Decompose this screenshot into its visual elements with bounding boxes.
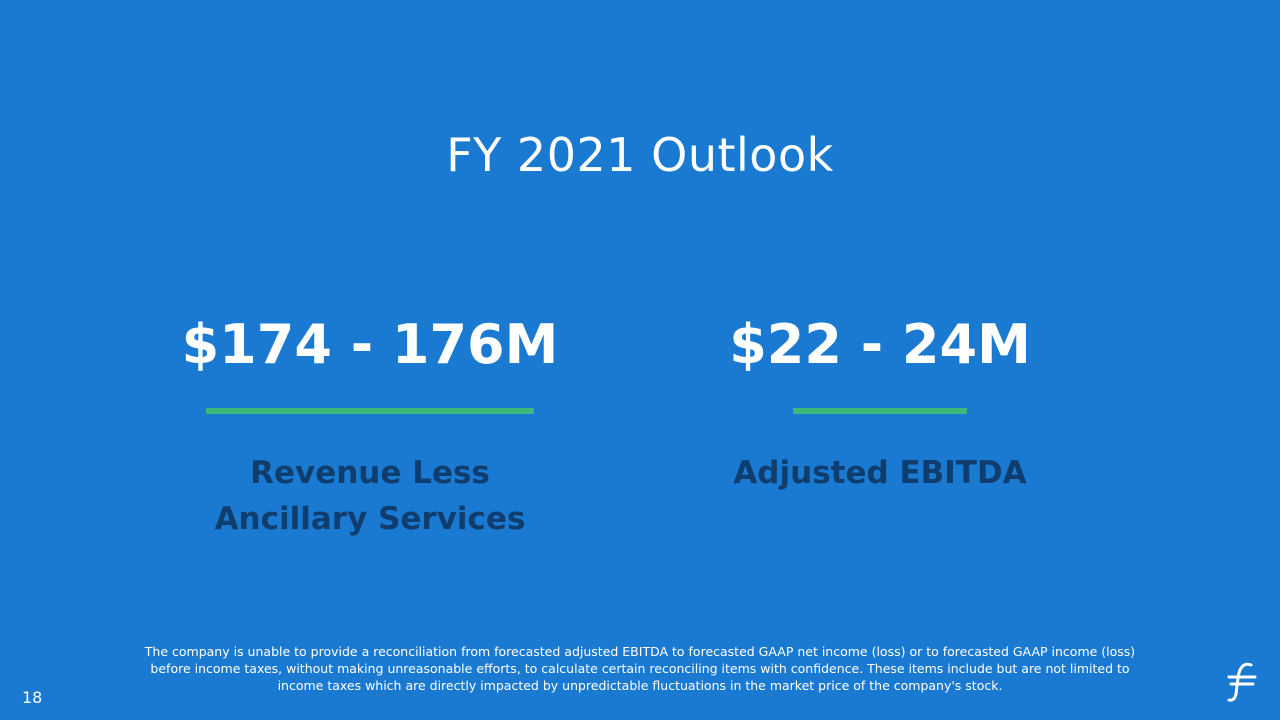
brand-logo-icon	[1227, 662, 1257, 702]
metric-revenue-divider	[206, 408, 534, 414]
slide-title: FY 2021 Outlook	[446, 128, 834, 182]
metric-ebitda-label-line: Adjusted EBITDA	[733, 455, 1027, 491]
footnote-line: before income taxes, without making unre…	[150, 661, 1130, 676]
metric-revenue-label-line: Revenue Less	[250, 455, 490, 491]
metric-revenue-value: $174 - 176M	[181, 313, 559, 376]
metric-ebitda: $22 - 24M Adjusted EBITDA	[650, 310, 1110, 496]
footnote-line: income taxes which are directly impacted…	[277, 678, 1003, 693]
metric-revenue-label-line: Ancillary Services	[214, 501, 526, 537]
metric-revenue-label: Revenue Less Ancillary Services	[140, 450, 600, 542]
metric-ebitda-value: $22 - 24M	[729, 313, 1031, 376]
metric-ebitda-label: Adjusted EBITDA	[650, 450, 1110, 496]
footnote-line: The company is unable to provide a recon…	[144, 644, 1136, 659]
footnote: The company is unable to provide a recon…	[140, 643, 1140, 694]
metric-revenue: $174 - 176M Revenue Less Ancillary Servi…	[140, 310, 600, 542]
metric-ebitda-divider	[793, 408, 967, 414]
page-number: 18	[22, 688, 43, 707]
